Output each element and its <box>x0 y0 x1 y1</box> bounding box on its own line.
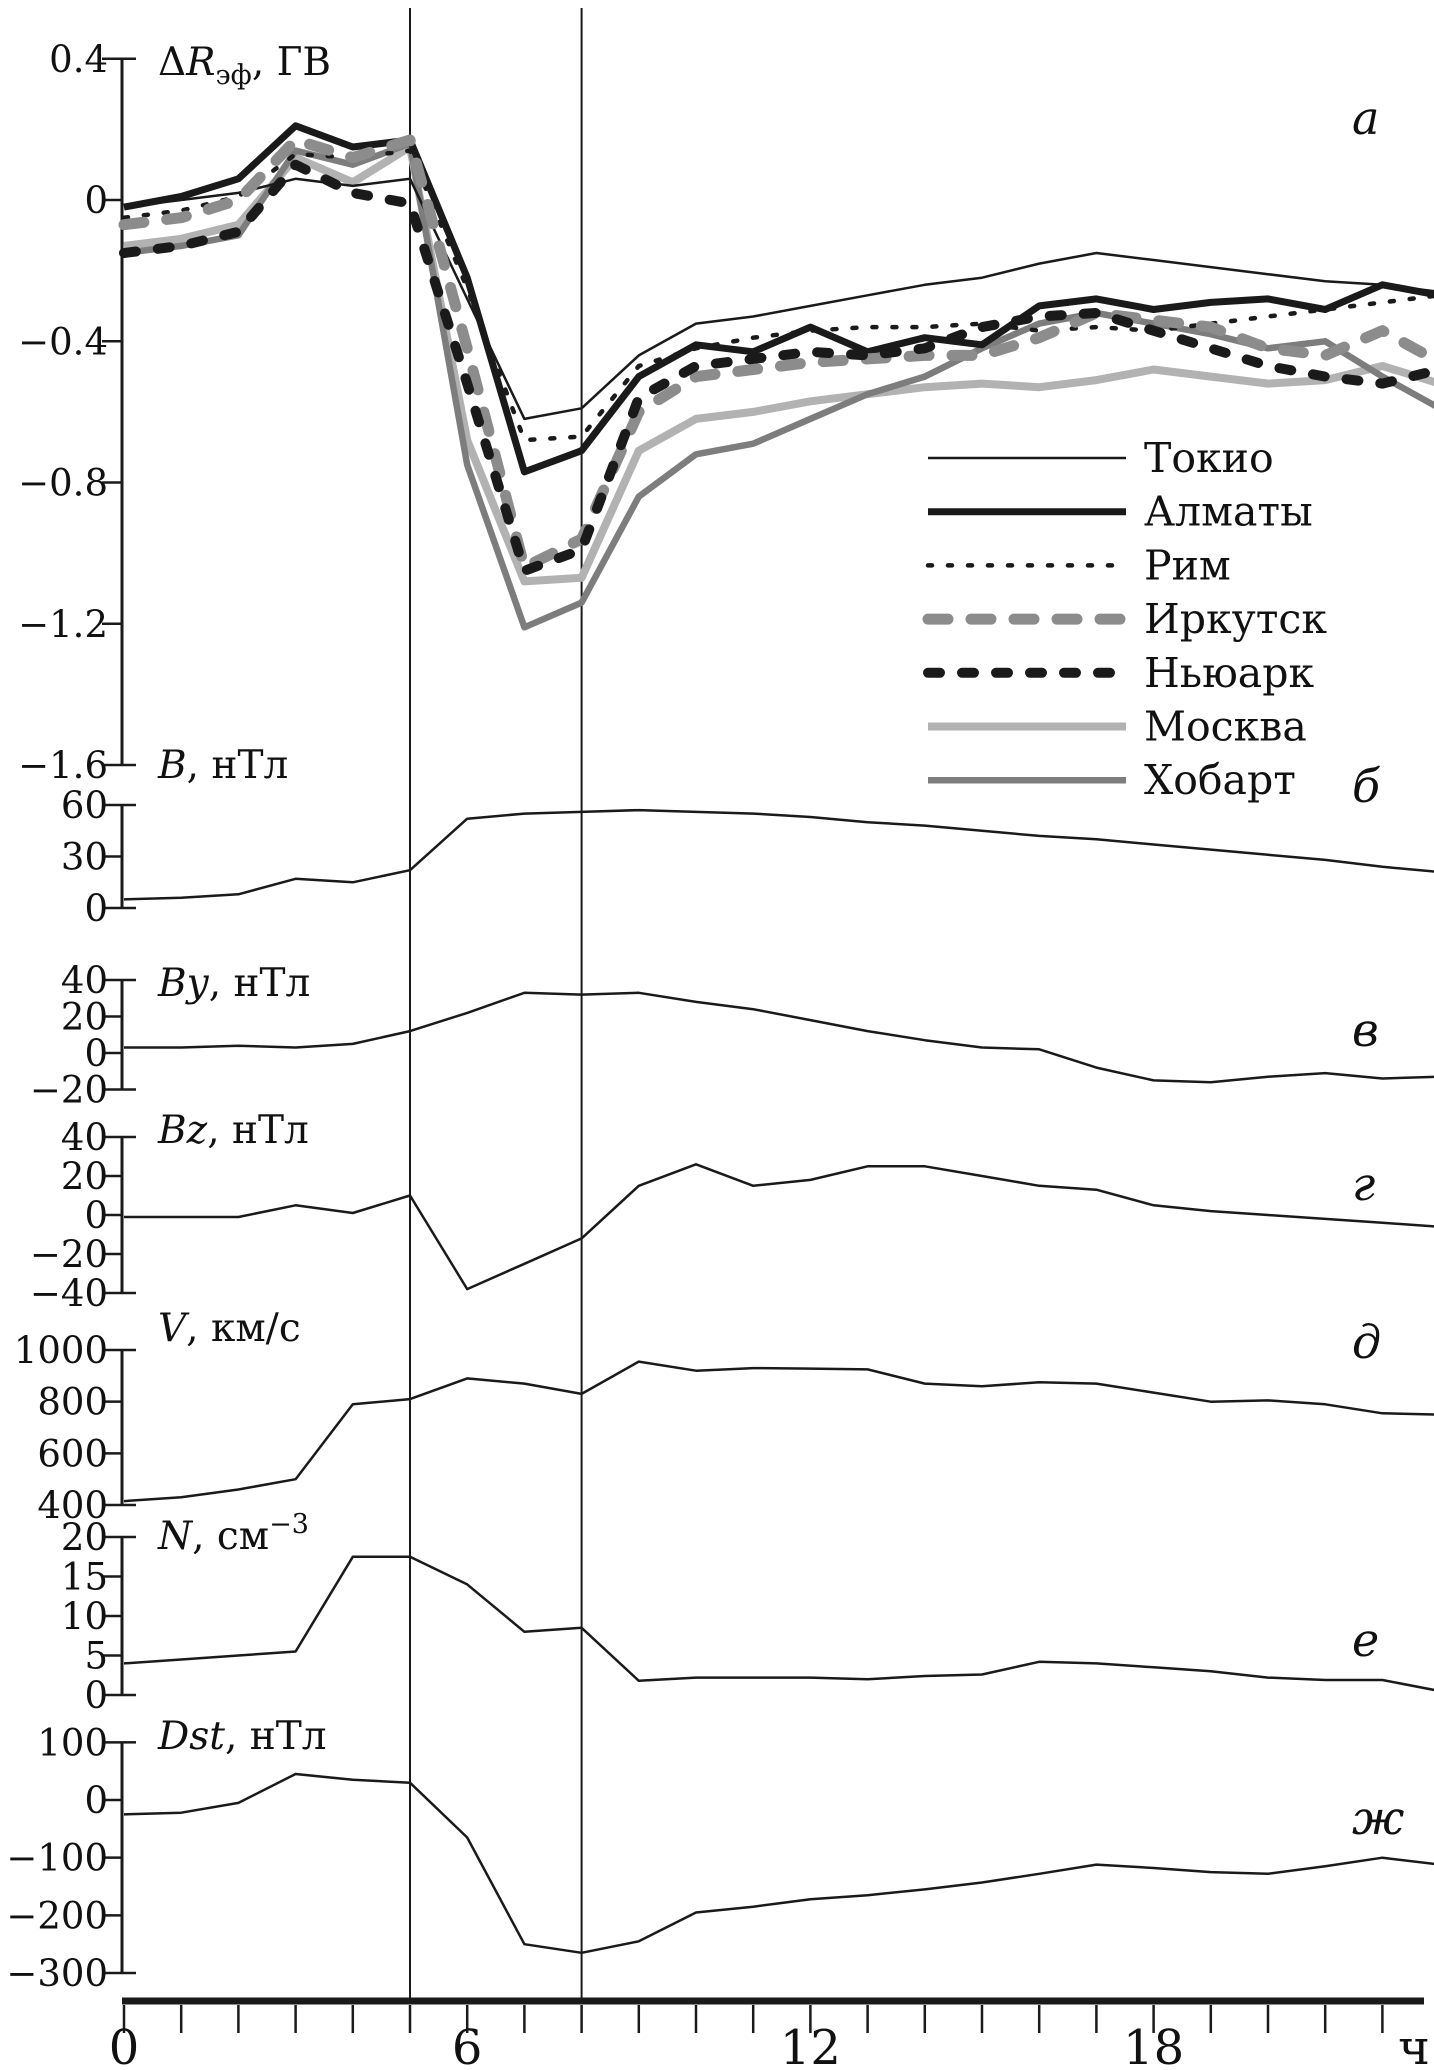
axis-title-d: V, км/с <box>158 1306 301 1351</box>
y-tick-label: −200 <box>6 1894 108 1937</box>
series-line-N <box>123 1555 1434 1692</box>
panel-letter-zh: ж <box>1352 1791 1404 1845</box>
y-tick-label: −20 <box>30 1069 108 1112</box>
y-tick-label: 600 <box>37 1432 108 1475</box>
axis-title-a: ΔRэф, ГВ <box>158 40 331 91</box>
y-tick-label: 0 <box>84 1032 108 1075</box>
y-tick-label: −100 <box>6 1837 108 1880</box>
y-tick-label: 800 <box>37 1381 108 1424</box>
y-tick-label: 1000 <box>14 1329 108 1372</box>
series-line-Bz <box>124 1163 1434 1291</box>
y-tick-label: 0.4 <box>49 38 108 81</box>
y-tick-label: 100 <box>37 1721 108 1764</box>
panel-letter-v: в <box>1352 1003 1379 1057</box>
legend-label: Ньюарк <box>1144 649 1314 697</box>
panel-b: 60 30 0 B, нТл б <box>61 743 1434 930</box>
panel-letter-b: б <box>1352 759 1381 813</box>
y-tick-label: −1.2 <box>18 603 108 646</box>
panel-letter-d: д <box>1352 1315 1381 1369</box>
legend-label: Алматы <box>1144 488 1313 536</box>
y-tick-label: 10 <box>61 1595 108 1638</box>
panel-d: 1000 800 600 400 V, км/с д <box>14 1306 1434 1527</box>
axis-title-b: B, нТл <box>157 743 288 788</box>
series-line-Ньюарк <box>119 159 1434 576</box>
y-tick-label: 0 <box>84 887 108 930</box>
legend-item: Рим <box>925 541 1231 589</box>
legend: Токио Алматы Рим Иркутск Ньюарк Москва Хобарт <box>922 434 1327 804</box>
y-tick-label: −1.6 <box>18 744 108 787</box>
legend-item: Хобарт <box>928 756 1296 804</box>
series-line-Хобарт <box>123 140 1434 631</box>
x-tick-label: 18 <box>1123 2020 1184 2070</box>
panel-letter-g: г <box>1352 1157 1375 1211</box>
y-tick-label: 20 <box>61 1516 108 1559</box>
series-line-Токио <box>123 177 1434 421</box>
series-line-Иркутск <box>118 134 1434 573</box>
y-tick-label: 20 <box>61 1155 108 1198</box>
panel-a: 0.4 0 −0.4 −0.8 −1.2 −1.6 ΔRэф, ГВ а <box>18 38 1434 787</box>
y-tick-label: −0.4 <box>18 320 108 363</box>
y-tick-label: 5 <box>84 1635 108 1678</box>
y-tick-label: 0 <box>84 1674 108 1717</box>
y-tick-label: 20 <box>61 996 108 1039</box>
y-tick-label: −0.8 <box>18 462 108 505</box>
y-tick-label: −40 <box>30 1272 108 1315</box>
series-line-V <box>123 1360 1434 1503</box>
x-tick-label: 12 <box>780 2020 841 2070</box>
axis-title-zh: Dst, нТл <box>157 1714 327 1759</box>
y-tick-label: 40 <box>61 1116 108 1159</box>
y-tick-label: 40 <box>61 959 108 1002</box>
legend-label: Хобарт <box>1144 756 1296 804</box>
series-line-Dst <box>123 1772 1434 1955</box>
panel-letter-e: е <box>1352 1613 1379 1667</box>
panel-letter-a: а <box>1352 91 1379 145</box>
legend-label: Токио <box>1144 434 1274 482</box>
series-line-Рим <box>121 148 1434 443</box>
series-line-Москва <box>123 143 1434 586</box>
y-tick-label: 0 <box>84 1194 108 1237</box>
y-tick-label: 15 <box>61 1556 108 1599</box>
series-line-By <box>124 991 1434 1084</box>
legend-item: Иркутск <box>922 595 1327 643</box>
y-tick-label: 60 <box>61 784 108 827</box>
legend-item: Ньюарк <box>923 649 1314 697</box>
x-tick-label: 0 <box>109 2020 140 2070</box>
x-tick-label: 6 <box>452 2020 483 2070</box>
legend-item: Алматы <box>928 488 1313 536</box>
panel-zh: 100 0 −100 −200 −300 Dst, нТл ж <box>6 1714 1434 1995</box>
legend-item: Москва <box>928 703 1307 751</box>
y-tick-label: 0 <box>84 1779 108 1822</box>
y-tick-label: 30 <box>61 836 108 879</box>
legend-label: Иркутск <box>1144 595 1327 643</box>
axis-title-v: By, нТл <box>157 961 310 1006</box>
legend-label: Москва <box>1144 703 1307 751</box>
series-line-B <box>123 808 1434 901</box>
axis-title-e: N, см−3 <box>157 1509 309 1559</box>
x-axis: 0 6 12 18 ч <box>109 1997 1430 2070</box>
series-line-Алматы <box>123 122 1434 476</box>
legend-label: Рим <box>1144 541 1231 589</box>
y-tick-label: 400 <box>37 1484 108 1527</box>
legend-item: Токио <box>928 434 1274 482</box>
y-tick-label: −20 <box>30 1233 108 1276</box>
x-axis-unit: ч <box>1398 2020 1430 2070</box>
y-tick-label: 0 <box>84 179 108 222</box>
axis-title-g: Bz, нТл <box>157 1108 309 1153</box>
y-tick-label: −300 <box>6 1952 108 1995</box>
